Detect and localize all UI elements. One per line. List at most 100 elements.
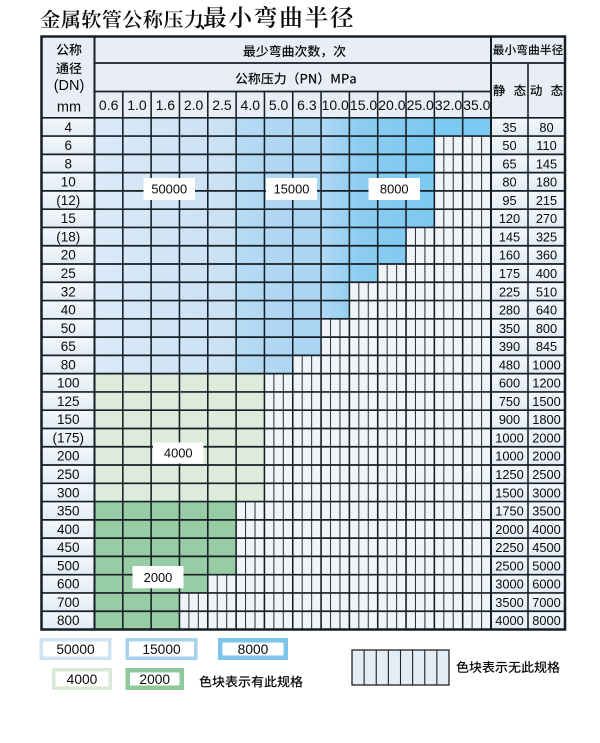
svg-text:0.6: 0.6 [99, 97, 119, 113]
svg-text:8000: 8000 [532, 613, 560, 628]
svg-text:4000: 4000 [495, 613, 523, 628]
svg-text:180: 180 [536, 175, 557, 190]
svg-text:65: 65 [502, 156, 516, 171]
svg-text:5.0: 5.0 [269, 97, 289, 113]
svg-text:480: 480 [499, 357, 520, 372]
svg-text:350: 350 [57, 504, 80, 519]
svg-text:500: 500 [57, 558, 80, 573]
svg-text:600: 600 [57, 577, 80, 592]
svg-text:2000: 2000 [139, 672, 170, 687]
svg-text:510: 510 [536, 284, 557, 299]
svg-text:100: 100 [57, 376, 80, 391]
svg-text:1.6: 1.6 [156, 97, 176, 113]
svg-text:80: 80 [539, 120, 553, 135]
svg-text:145: 145 [536, 156, 557, 171]
svg-text:15000: 15000 [274, 182, 310, 197]
svg-text:4000: 4000 [164, 446, 193, 461]
svg-text:3500: 3500 [532, 504, 560, 519]
svg-text:8: 8 [65, 156, 73, 171]
svg-text:6.3: 6.3 [297, 97, 317, 113]
svg-text:1000: 1000 [532, 357, 560, 372]
svg-text:mm: mm [57, 100, 81, 116]
svg-text:175: 175 [499, 266, 520, 281]
svg-text:25.0: 25.0 [407, 97, 434, 113]
svg-text:8000: 8000 [238, 642, 269, 657]
svg-text:65: 65 [61, 339, 76, 354]
svg-text:390: 390 [499, 339, 520, 354]
svg-text:15: 15 [61, 211, 76, 226]
svg-text:120: 120 [499, 211, 520, 226]
svg-text:1500: 1500 [495, 485, 523, 500]
svg-text:160: 160 [499, 248, 520, 263]
svg-text:4.0: 4.0 [241, 97, 261, 113]
svg-text:1000: 1000 [495, 449, 523, 464]
svg-text:3500: 3500 [495, 595, 523, 610]
svg-text:1200: 1200 [532, 376, 560, 391]
svg-text:4000: 4000 [532, 522, 560, 537]
svg-text:2000: 2000 [532, 449, 560, 464]
svg-text:20.0: 20.0 [378, 97, 405, 113]
svg-text:4500: 4500 [532, 540, 560, 555]
svg-text:25: 25 [61, 266, 76, 281]
svg-text:50: 50 [61, 321, 76, 336]
svg-text:80: 80 [502, 175, 516, 190]
svg-text:32: 32 [61, 284, 76, 299]
svg-text:2500: 2500 [495, 558, 523, 573]
svg-text:2.0: 2.0 [184, 97, 204, 113]
svg-text:4000: 4000 [67, 672, 98, 687]
svg-text:150: 150 [57, 412, 80, 427]
svg-text:2.5: 2.5 [212, 97, 232, 113]
svg-text:270: 270 [536, 211, 557, 226]
svg-text:1.0: 1.0 [127, 97, 147, 113]
svg-text:1250: 1250 [495, 467, 523, 482]
svg-text:800: 800 [57, 613, 80, 628]
svg-text:2250: 2250 [495, 540, 523, 555]
svg-text:2500: 2500 [532, 467, 560, 482]
svg-text:1750: 1750 [495, 504, 523, 519]
svg-text:2000: 2000 [495, 522, 523, 537]
svg-text:50000: 50000 [151, 182, 187, 197]
svg-text:640: 640 [536, 303, 557, 318]
svg-text:125: 125 [57, 394, 80, 409]
svg-text:4: 4 [65, 120, 73, 135]
svg-text:350: 350 [499, 321, 520, 336]
svg-text:600: 600 [499, 376, 520, 391]
svg-text:900: 900 [499, 412, 520, 427]
svg-text:1500: 1500 [532, 394, 560, 409]
svg-text:10.0: 10.0 [322, 97, 349, 113]
svg-text:360: 360 [536, 248, 557, 263]
svg-text:225: 225 [499, 284, 520, 299]
svg-text:400: 400 [57, 522, 80, 537]
svg-text:10: 10 [61, 175, 76, 190]
svg-text:2000: 2000 [144, 570, 173, 585]
svg-text:6: 6 [65, 138, 73, 153]
svg-text:15000: 15000 [142, 642, 181, 657]
svg-text:5000: 5000 [532, 558, 560, 573]
svg-text:32.0: 32.0 [435, 97, 462, 113]
svg-text:15.0: 15.0 [350, 97, 377, 113]
svg-text:80: 80 [61, 357, 76, 372]
svg-text:700: 700 [57, 595, 80, 610]
svg-text:50000: 50000 [56, 642, 95, 657]
svg-text:280: 280 [499, 303, 520, 318]
svg-text:325: 325 [536, 229, 557, 244]
svg-text:35.0: 35.0 [463, 97, 490, 113]
svg-text:250: 250 [57, 467, 80, 482]
svg-text:95: 95 [502, 193, 516, 208]
svg-text:(12): (12) [56, 193, 80, 208]
svg-text:(175): (175) [53, 430, 85, 445]
svg-text:845: 845 [536, 339, 557, 354]
svg-text:200: 200 [57, 449, 80, 464]
svg-text:400: 400 [536, 266, 557, 281]
svg-text:35: 35 [502, 120, 516, 135]
svg-text:750: 750 [499, 394, 520, 409]
svg-text:7000: 7000 [532, 595, 560, 610]
svg-text:8000: 8000 [380, 182, 409, 197]
svg-text:215: 215 [536, 193, 557, 208]
svg-text:40: 40 [61, 303, 76, 318]
svg-text:450: 450 [57, 540, 80, 555]
svg-text:(18): (18) [56, 229, 80, 244]
svg-text:1800: 1800 [532, 412, 560, 427]
svg-text:(DN): (DN) [54, 78, 85, 94]
svg-text:50: 50 [502, 138, 516, 153]
